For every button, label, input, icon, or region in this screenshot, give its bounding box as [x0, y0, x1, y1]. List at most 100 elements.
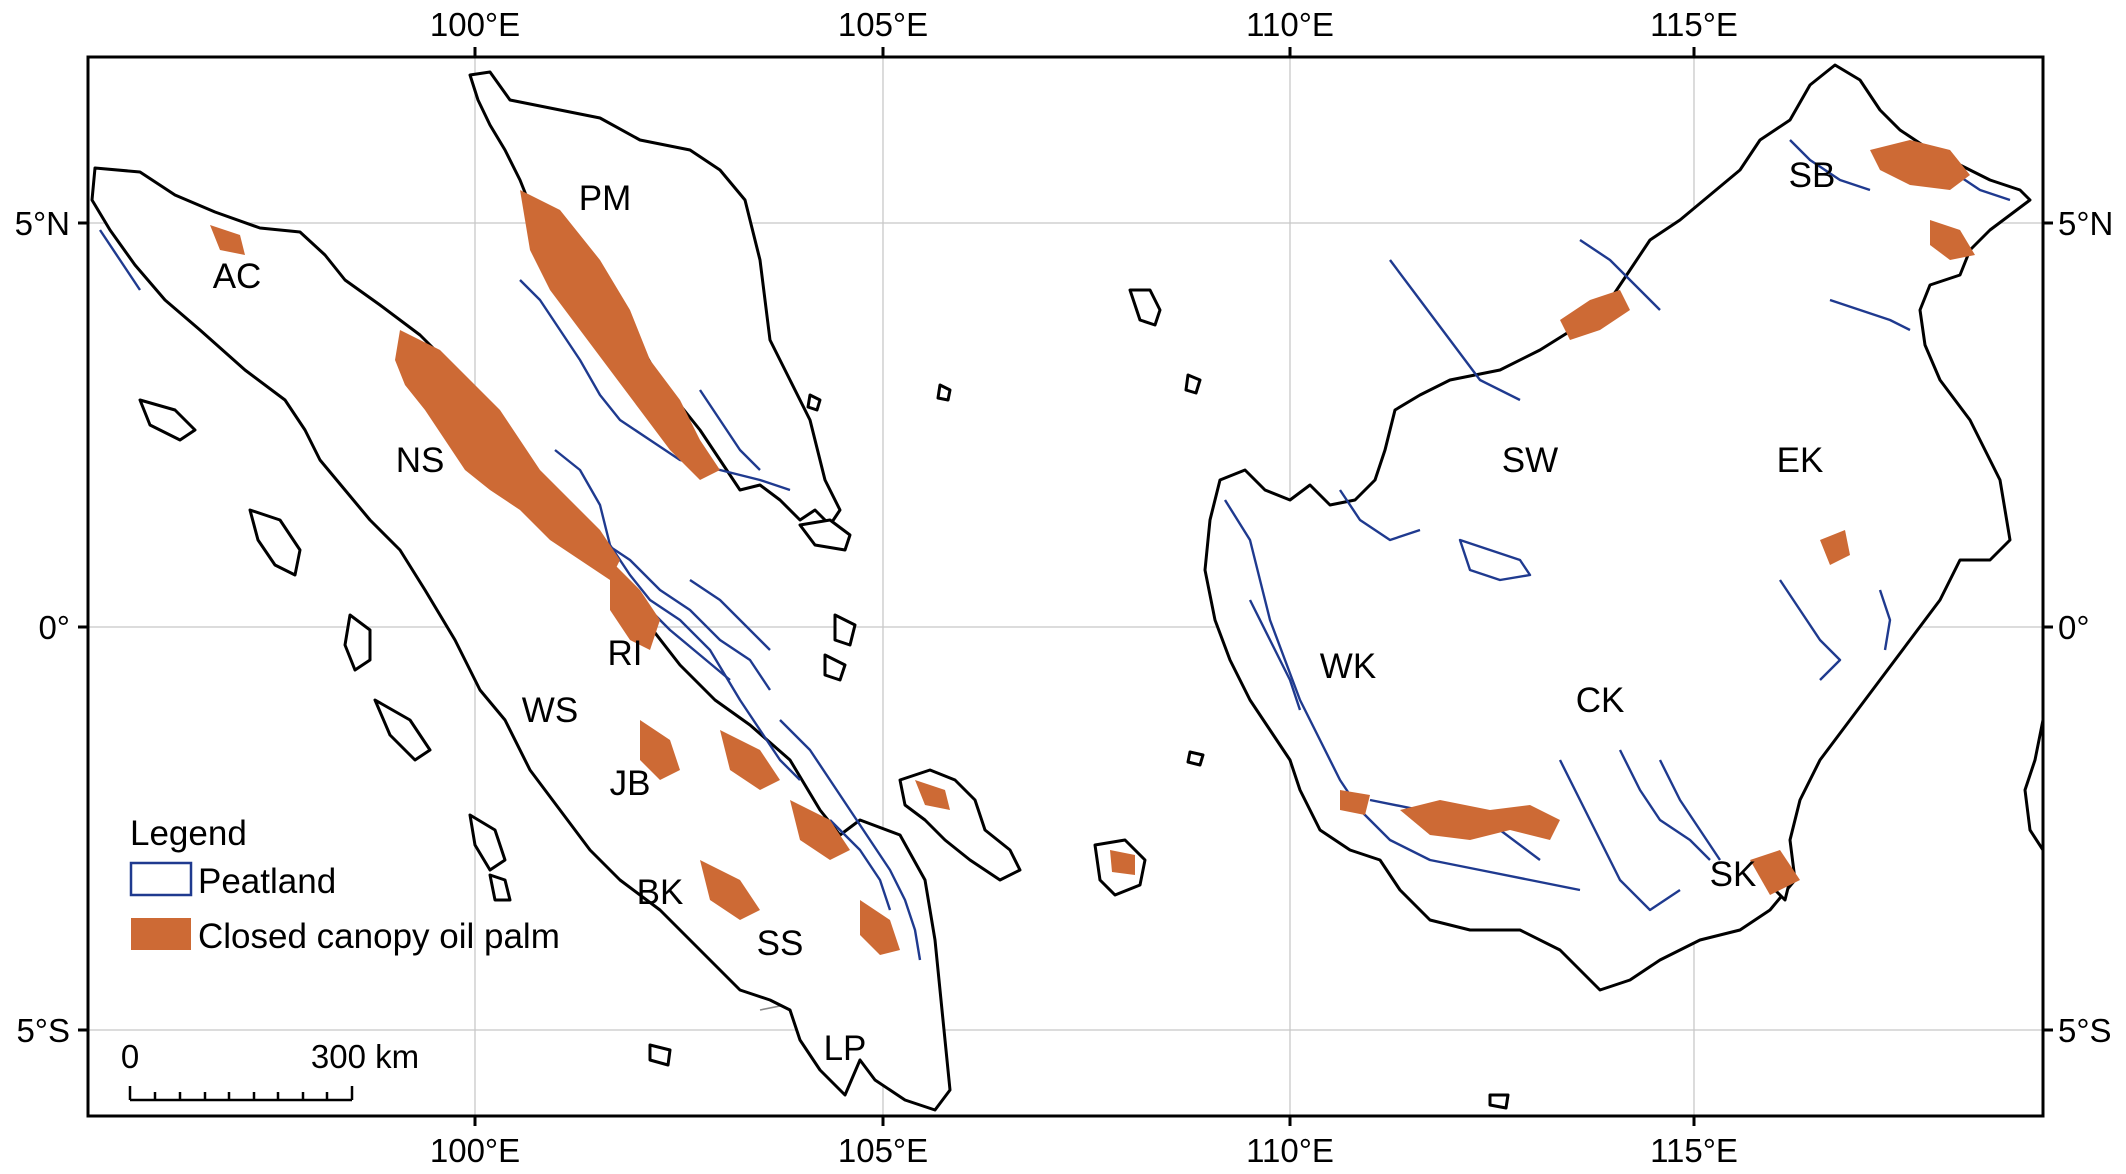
peat-ck-rivers-3 [1658, 759, 1721, 861]
peat-sb-3 [1829, 298, 1911, 332]
peat-sw-1 [1389, 259, 1521, 402]
peat-wk-coast [1223, 499, 1581, 892]
left-label-5n: 5°N [15, 205, 70, 242]
scale-end-label: 300 km [311, 1038, 419, 1075]
right-label-5n: 5°N [2058, 205, 2113, 242]
scale-bar-line [128, 1086, 354, 1102]
region-label-jb: JB [610, 764, 651, 803]
palm-jb-1 [640, 720, 680, 780]
region-label-ek: EK [1777, 441, 1824, 480]
peat-peninsula-2 [699, 389, 761, 471]
palm-bk-ss [700, 860, 760, 920]
peat-kapuas-lakes [1458, 538, 1532, 582]
palm-ek-1 [1820, 530, 1850, 565]
island-small-1 [1184, 373, 1202, 395]
left-label-0: 0° [38, 609, 70, 646]
peat-wk-3 [1339, 489, 1421, 542]
legend-peatland-swatch [129, 861, 193, 897]
palm-sk-1 [1750, 850, 1800, 895]
peat-sumatra-coast-1 [554, 449, 801, 781]
scale-start-label: 0 [121, 1038, 139, 1075]
palm-sw-1 [1560, 290, 1630, 340]
palm-bangka [915, 780, 950, 810]
region-label-lp: LP [824, 1029, 867, 1068]
riau-islands-1 [798, 518, 852, 552]
bottom-label-115e: 115°E [1650, 1132, 1738, 1169]
palm-sb-1 [1870, 140, 1970, 190]
top-label-110e: 110°E [1246, 6, 1334, 43]
peat-sw-2 [1579, 239, 1661, 311]
region-label-sw: SW [1502, 441, 1558, 480]
bottom-label-110e: 110°E [1246, 1132, 1334, 1169]
left-label-5s: 5°S [16, 1012, 70, 1049]
nias-island [248, 508, 302, 577]
palm-ss-1 [790, 800, 850, 860]
right-label-5s: 5°S [2058, 1012, 2112, 1049]
region-label-sk: SK [1710, 855, 1757, 894]
legend-oil-palm-swatch [131, 918, 191, 950]
axis-ticks [78, 47, 2053, 1126]
mentawai-island-3 [488, 873, 512, 902]
natuna-island [1128, 288, 1162, 327]
palm-aceh [210, 225, 245, 255]
palm-ns-main [395, 330, 620, 580]
peat-aceh-1 [99, 229, 141, 291]
scale-bar: 0 300 km [121, 1038, 419, 1102]
peat-jambi-ss [779, 719, 922, 961]
borneo-island [1203, 63, 2032, 992]
palm-peninsula [520, 190, 720, 480]
peat-ek-2 [1878, 589, 1892, 651]
island-small-5 [648, 1043, 672, 1067]
region-label-pm: PM [579, 179, 632, 218]
peat-peninsula-w [519, 279, 791, 492]
siberut-island [343, 613, 372, 672]
bottom-label-105e: 105°E [838, 1132, 928, 1169]
sumatra-island [90, 166, 952, 1112]
mentawai-island-2 [468, 813, 507, 872]
simeulue-island [138, 398, 197, 442]
legend-title: Legend [130, 814, 247, 853]
palm-ck-south [1400, 800, 1560, 840]
island-small-3 [806, 393, 822, 412]
oil-palm-layer [210, 140, 1975, 955]
map-frame [86, 55, 2045, 1118]
palm-ri-1 [610, 560, 660, 650]
island-small-2 [936, 383, 952, 402]
legend-peatland-label: Peatland [198, 862, 336, 901]
riau-islands-2 [833, 613, 857, 647]
right-label-0: 0° [2058, 609, 2090, 646]
axis-labels: 100°E 105°E 110°E 115°E 100°E 105°E 110°… [15, 6, 2114, 1169]
top-label-115e: 115°E [1650, 6, 1738, 43]
region-label-sb: SB [1789, 156, 1836, 195]
palm-sb-2 [1930, 220, 1975, 260]
region-label-ri: RI [608, 634, 643, 673]
peat-ss-2 [829, 819, 892, 911]
peat-sb-1 [1789, 139, 1871, 192]
region-label-ck: CK [1576, 681, 1625, 720]
legend-oil-palm-label: Closed canopy oil palm [198, 917, 560, 956]
peat-riau-3 [689, 579, 771, 651]
legend: Legend Peatland Closed canopy oil palm [129, 814, 560, 956]
palm-jb-2 [720, 730, 780, 790]
top-label-100e: 100°E [430, 6, 520, 43]
island-small-4 [1186, 750, 1205, 767]
mentawai-island-1 [373, 698, 432, 762]
sulawesi-fragment [2023, 718, 2045, 852]
palm-belitung [1110, 850, 1135, 875]
palm-wk-south [1340, 790, 1370, 815]
riau-islands-3 [823, 653, 847, 682]
peat-wk-2 [1248, 599, 1302, 711]
region-label-wk: WK [1320, 647, 1376, 686]
region-label-ws: WS [522, 691, 578, 730]
peat-ck-rivers-2 [1618, 749, 1711, 861]
top-label-105e: 105°E [838, 6, 928, 43]
region-label-bk: BK [637, 873, 684, 912]
region-label-ac: AC [213, 257, 262, 296]
island-small-6 [1488, 1093, 1510, 1110]
bottom-label-100e: 100°E [430, 1132, 520, 1169]
peat-riau-1 [599, 539, 771, 691]
region-label-ss: SS [757, 924, 804, 963]
palm-ss-2 [860, 900, 900, 955]
